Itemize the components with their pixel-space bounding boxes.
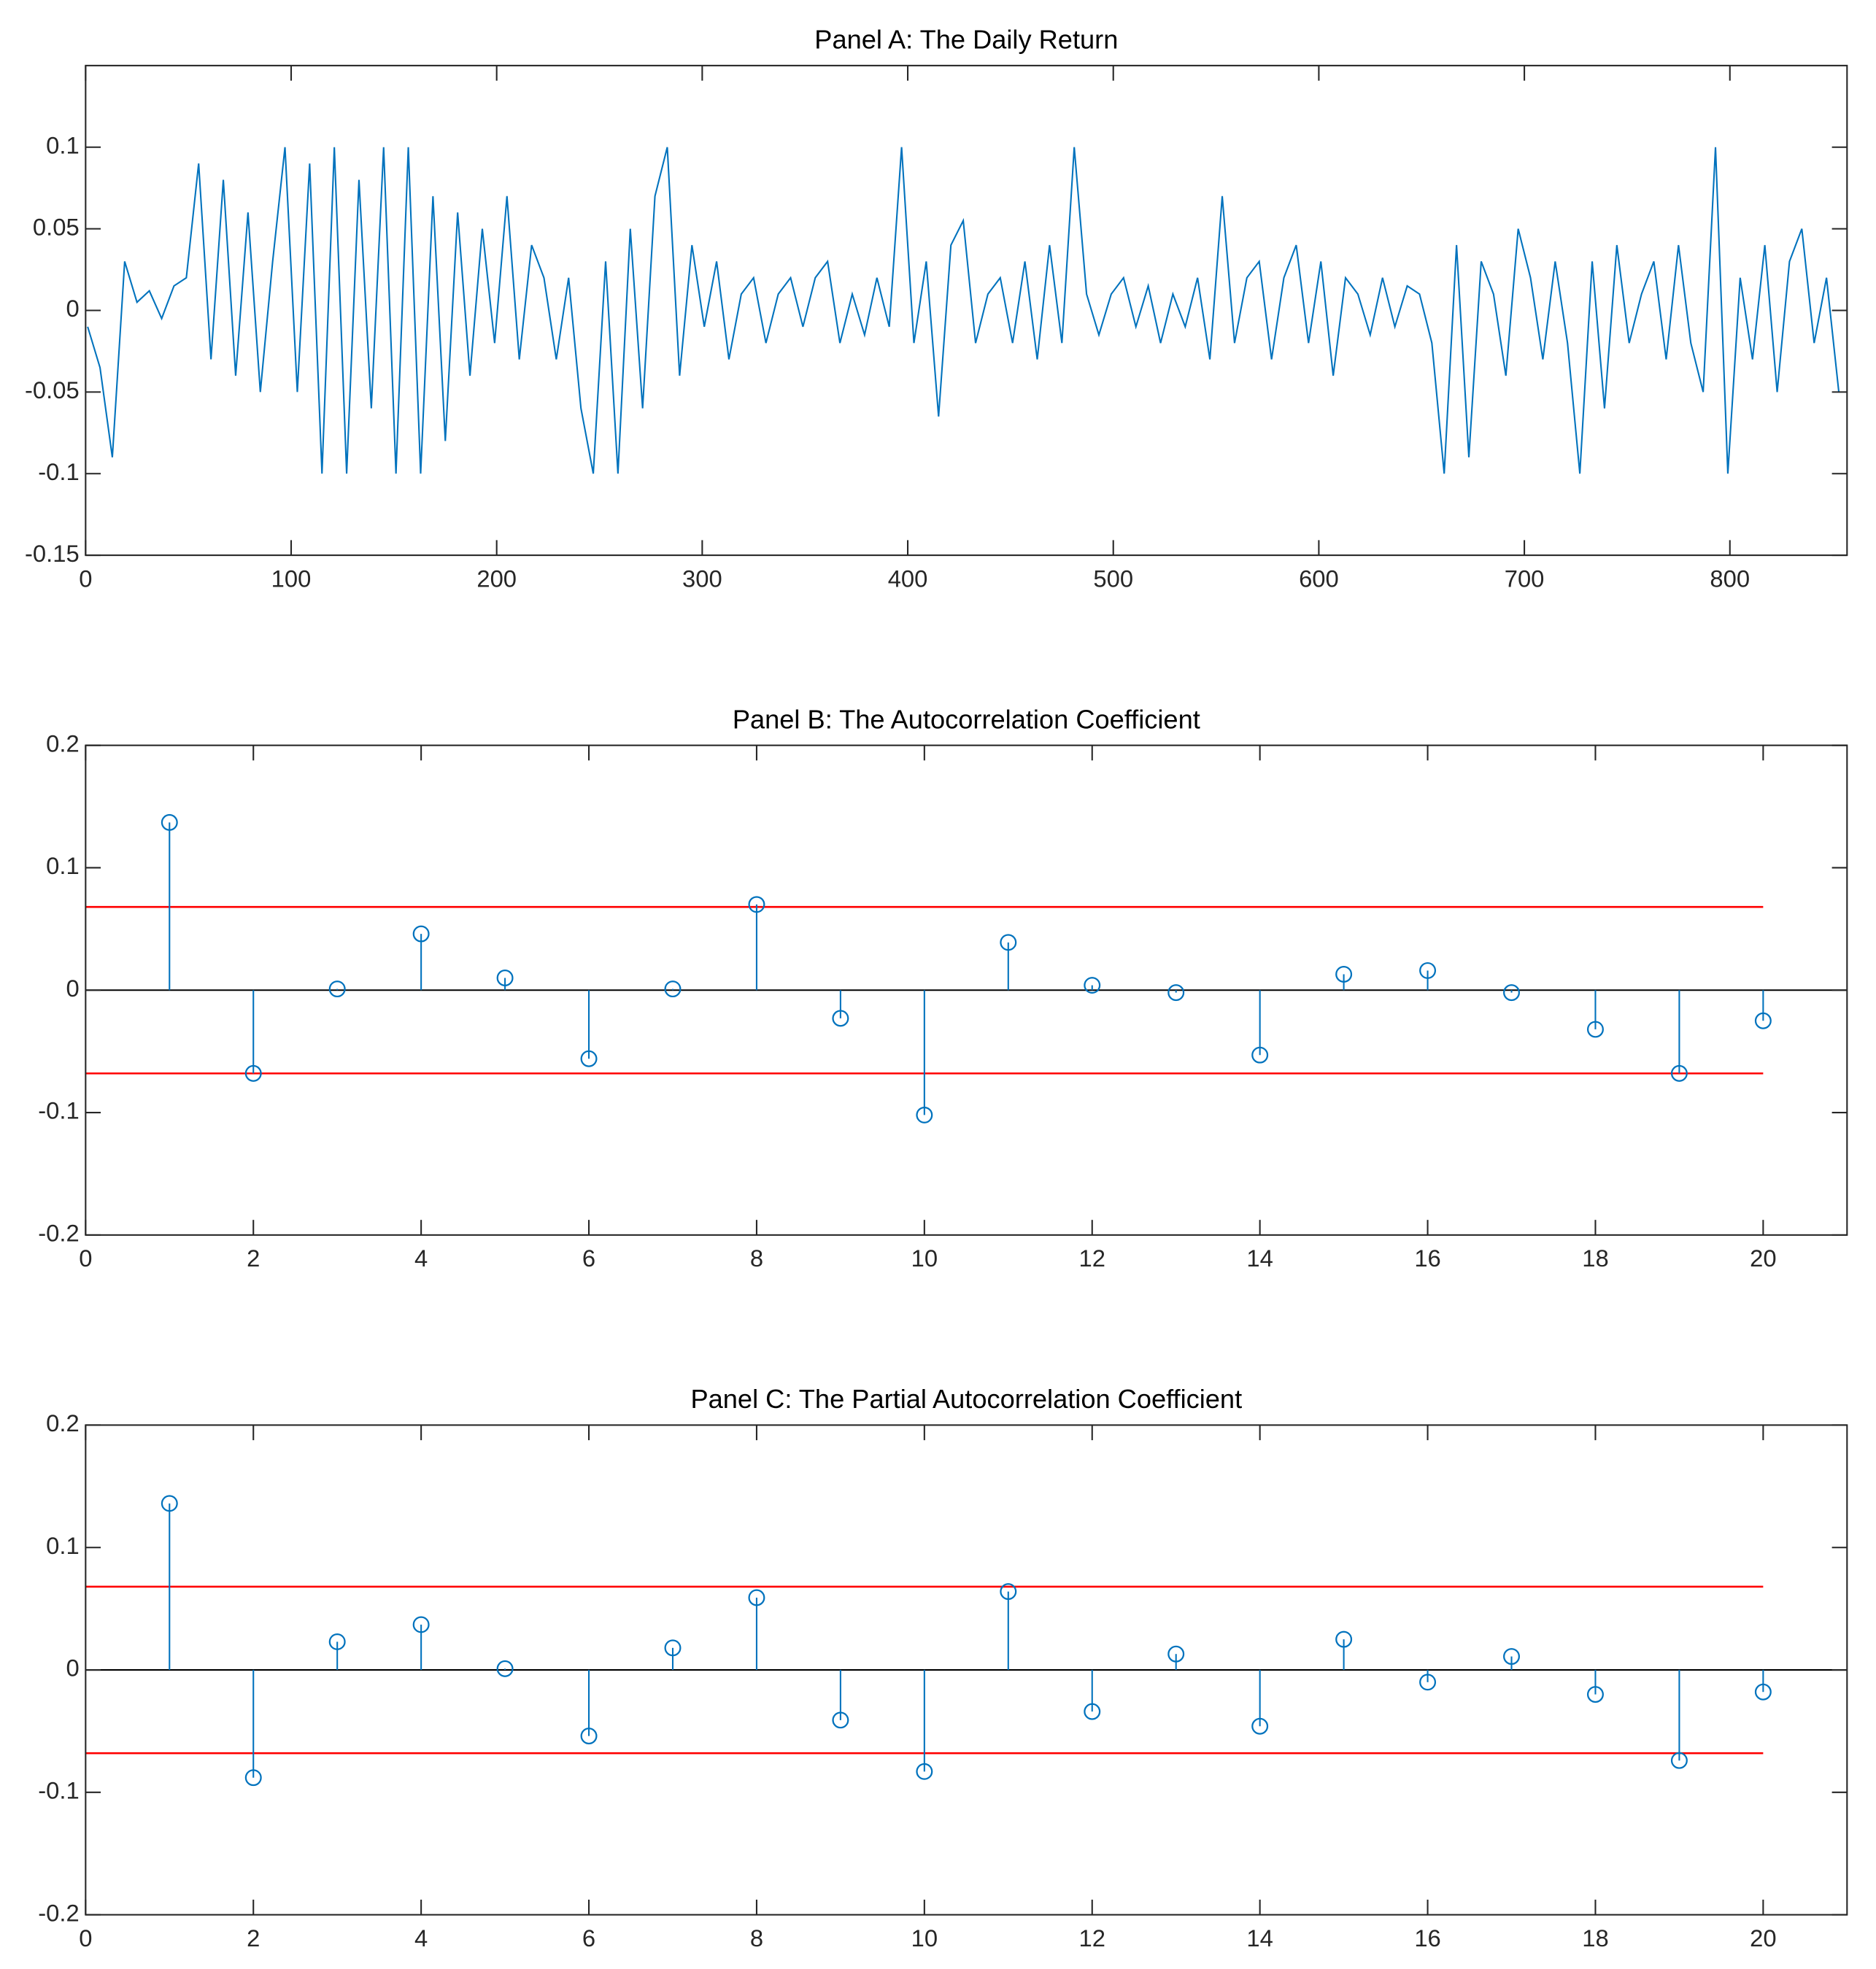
x-tick-label: 200 <box>476 565 517 592</box>
stem-marker <box>748 896 765 913</box>
x-tick-label: 600 <box>1299 565 1339 592</box>
x-tick-label: 16 <box>1414 1245 1440 1272</box>
x-tick-label: 100 <box>271 565 312 592</box>
x-tick-label: 4 <box>414 1245 428 1272</box>
x-tick-label: 20 <box>1750 1924 1776 1951</box>
x-tick-label: 18 <box>1582 1245 1608 1272</box>
stem-marker <box>748 1589 765 1606</box>
x-tick-label: 20 <box>1750 1245 1776 1272</box>
stem-marker <box>1000 1583 1017 1601</box>
stem-marker <box>1251 1717 1269 1735</box>
stem-marker <box>1335 1630 1353 1648</box>
y-tick-label: 0 <box>66 295 79 322</box>
x-tick-label: 14 <box>1246 1245 1273 1272</box>
stem-marker <box>916 1106 933 1123</box>
y-tick-label: 0 <box>66 975 79 1002</box>
x-tick-label: 700 <box>1505 565 1545 592</box>
stem-marker <box>580 1728 598 1745</box>
y-tick-label: -0.1 <box>38 458 79 485</box>
stem-marker <box>1335 965 1353 983</box>
y-tick-label: -0.2 <box>38 1899 79 1926</box>
x-tick-label: 8 <box>750 1245 763 1272</box>
y-tick-label: 0.2 <box>46 730 80 757</box>
stem-marker <box>1586 1021 1604 1038</box>
stem-marker <box>1251 1046 1269 1064</box>
chart-title: Panel A: The Daily Return <box>814 25 1118 55</box>
x-tick-label: 12 <box>1079 1245 1105 1272</box>
x-tick-label: 8 <box>750 1924 763 1951</box>
x-tick-label: 16 <box>1414 1924 1440 1951</box>
stem-marker <box>328 980 346 998</box>
y-tick-label: 0.2 <box>46 1409 80 1436</box>
x-tick-label: 10 <box>911 1924 938 1951</box>
stem-marker <box>1754 1012 1772 1029</box>
stem-marker <box>1167 1645 1185 1663</box>
x-tick-label: 6 <box>582 1924 595 1951</box>
stem-marker <box>664 980 682 998</box>
stem-marker <box>412 925 430 943</box>
stem-marker <box>916 1763 933 1780</box>
stem-marker <box>496 970 514 986</box>
stem-marker <box>1670 1064 1688 1082</box>
x-tick-label: 18 <box>1582 1924 1608 1951</box>
x-tick-label: 2 <box>247 1245 260 1272</box>
stem-marker <box>1419 962 1437 979</box>
y-tick-label: 0.1 <box>46 1532 80 1559</box>
x-tick-label: 800 <box>1710 565 1750 592</box>
y-tick-label: -0.2 <box>38 1220 79 1247</box>
y-tick-label: -0.05 <box>25 376 80 403</box>
x-tick-label: 400 <box>888 565 928 592</box>
stem-marker <box>832 1711 849 1729</box>
x-tick-label: 10 <box>911 1245 938 1272</box>
stem-marker <box>244 1064 262 1082</box>
stem-marker <box>1167 984 1185 1002</box>
stem-marker <box>412 1616 430 1633</box>
y-tick-label: 0.1 <box>46 852 80 879</box>
plot-area <box>85 65 1848 556</box>
x-tick-label: 0 <box>79 1924 92 1951</box>
stem-marker <box>161 1495 178 1512</box>
stem-marker <box>580 1050 598 1067</box>
stem-marker <box>1503 984 1520 1002</box>
stem-marker <box>244 1769 262 1787</box>
x-tick-label: 500 <box>1093 565 1133 592</box>
stem-marker <box>328 1633 346 1650</box>
x-tick-label: 12 <box>1079 1924 1105 1951</box>
stem-marker <box>1084 977 1101 994</box>
x-tick-label: 300 <box>682 565 722 592</box>
stem-marker <box>1586 1686 1604 1703</box>
stem-marker <box>1084 1703 1101 1720</box>
y-tick-label: -0.15 <box>25 540 80 567</box>
x-tick-label: 4 <box>414 1924 428 1951</box>
y-tick-label: -0.1 <box>38 1097 79 1124</box>
y-tick-label: 0.05 <box>33 213 80 240</box>
stem-marker <box>664 1639 682 1657</box>
stem-marker <box>1670 1752 1688 1769</box>
chart-title: Panel B: The Autocorrelation Coefficient <box>733 704 1200 734</box>
x-tick-label: 0 <box>79 565 92 592</box>
stem-marker <box>161 813 178 831</box>
x-tick-label: 6 <box>582 1245 595 1272</box>
x-tick-label: 0 <box>79 1245 92 1272</box>
stem-marker <box>1754 1683 1772 1701</box>
x-tick-label: 14 <box>1246 1924 1273 1951</box>
stem-marker <box>832 1010 849 1027</box>
y-tick-label: 0 <box>66 1655 79 1682</box>
return-line <box>87 147 1840 474</box>
y-tick-label: -0.1 <box>38 1776 79 1803</box>
stem-marker <box>1503 1648 1520 1666</box>
stem-marker <box>1000 934 1017 951</box>
y-tick-label: 0.1 <box>46 131 80 158</box>
chart-title: Panel C: The Partial Autocorrelation Coe… <box>690 1384 1242 1414</box>
x-tick-label: 2 <box>247 1924 260 1951</box>
stem-marker <box>1419 1674 1437 1691</box>
stem-marker <box>496 1660 514 1677</box>
